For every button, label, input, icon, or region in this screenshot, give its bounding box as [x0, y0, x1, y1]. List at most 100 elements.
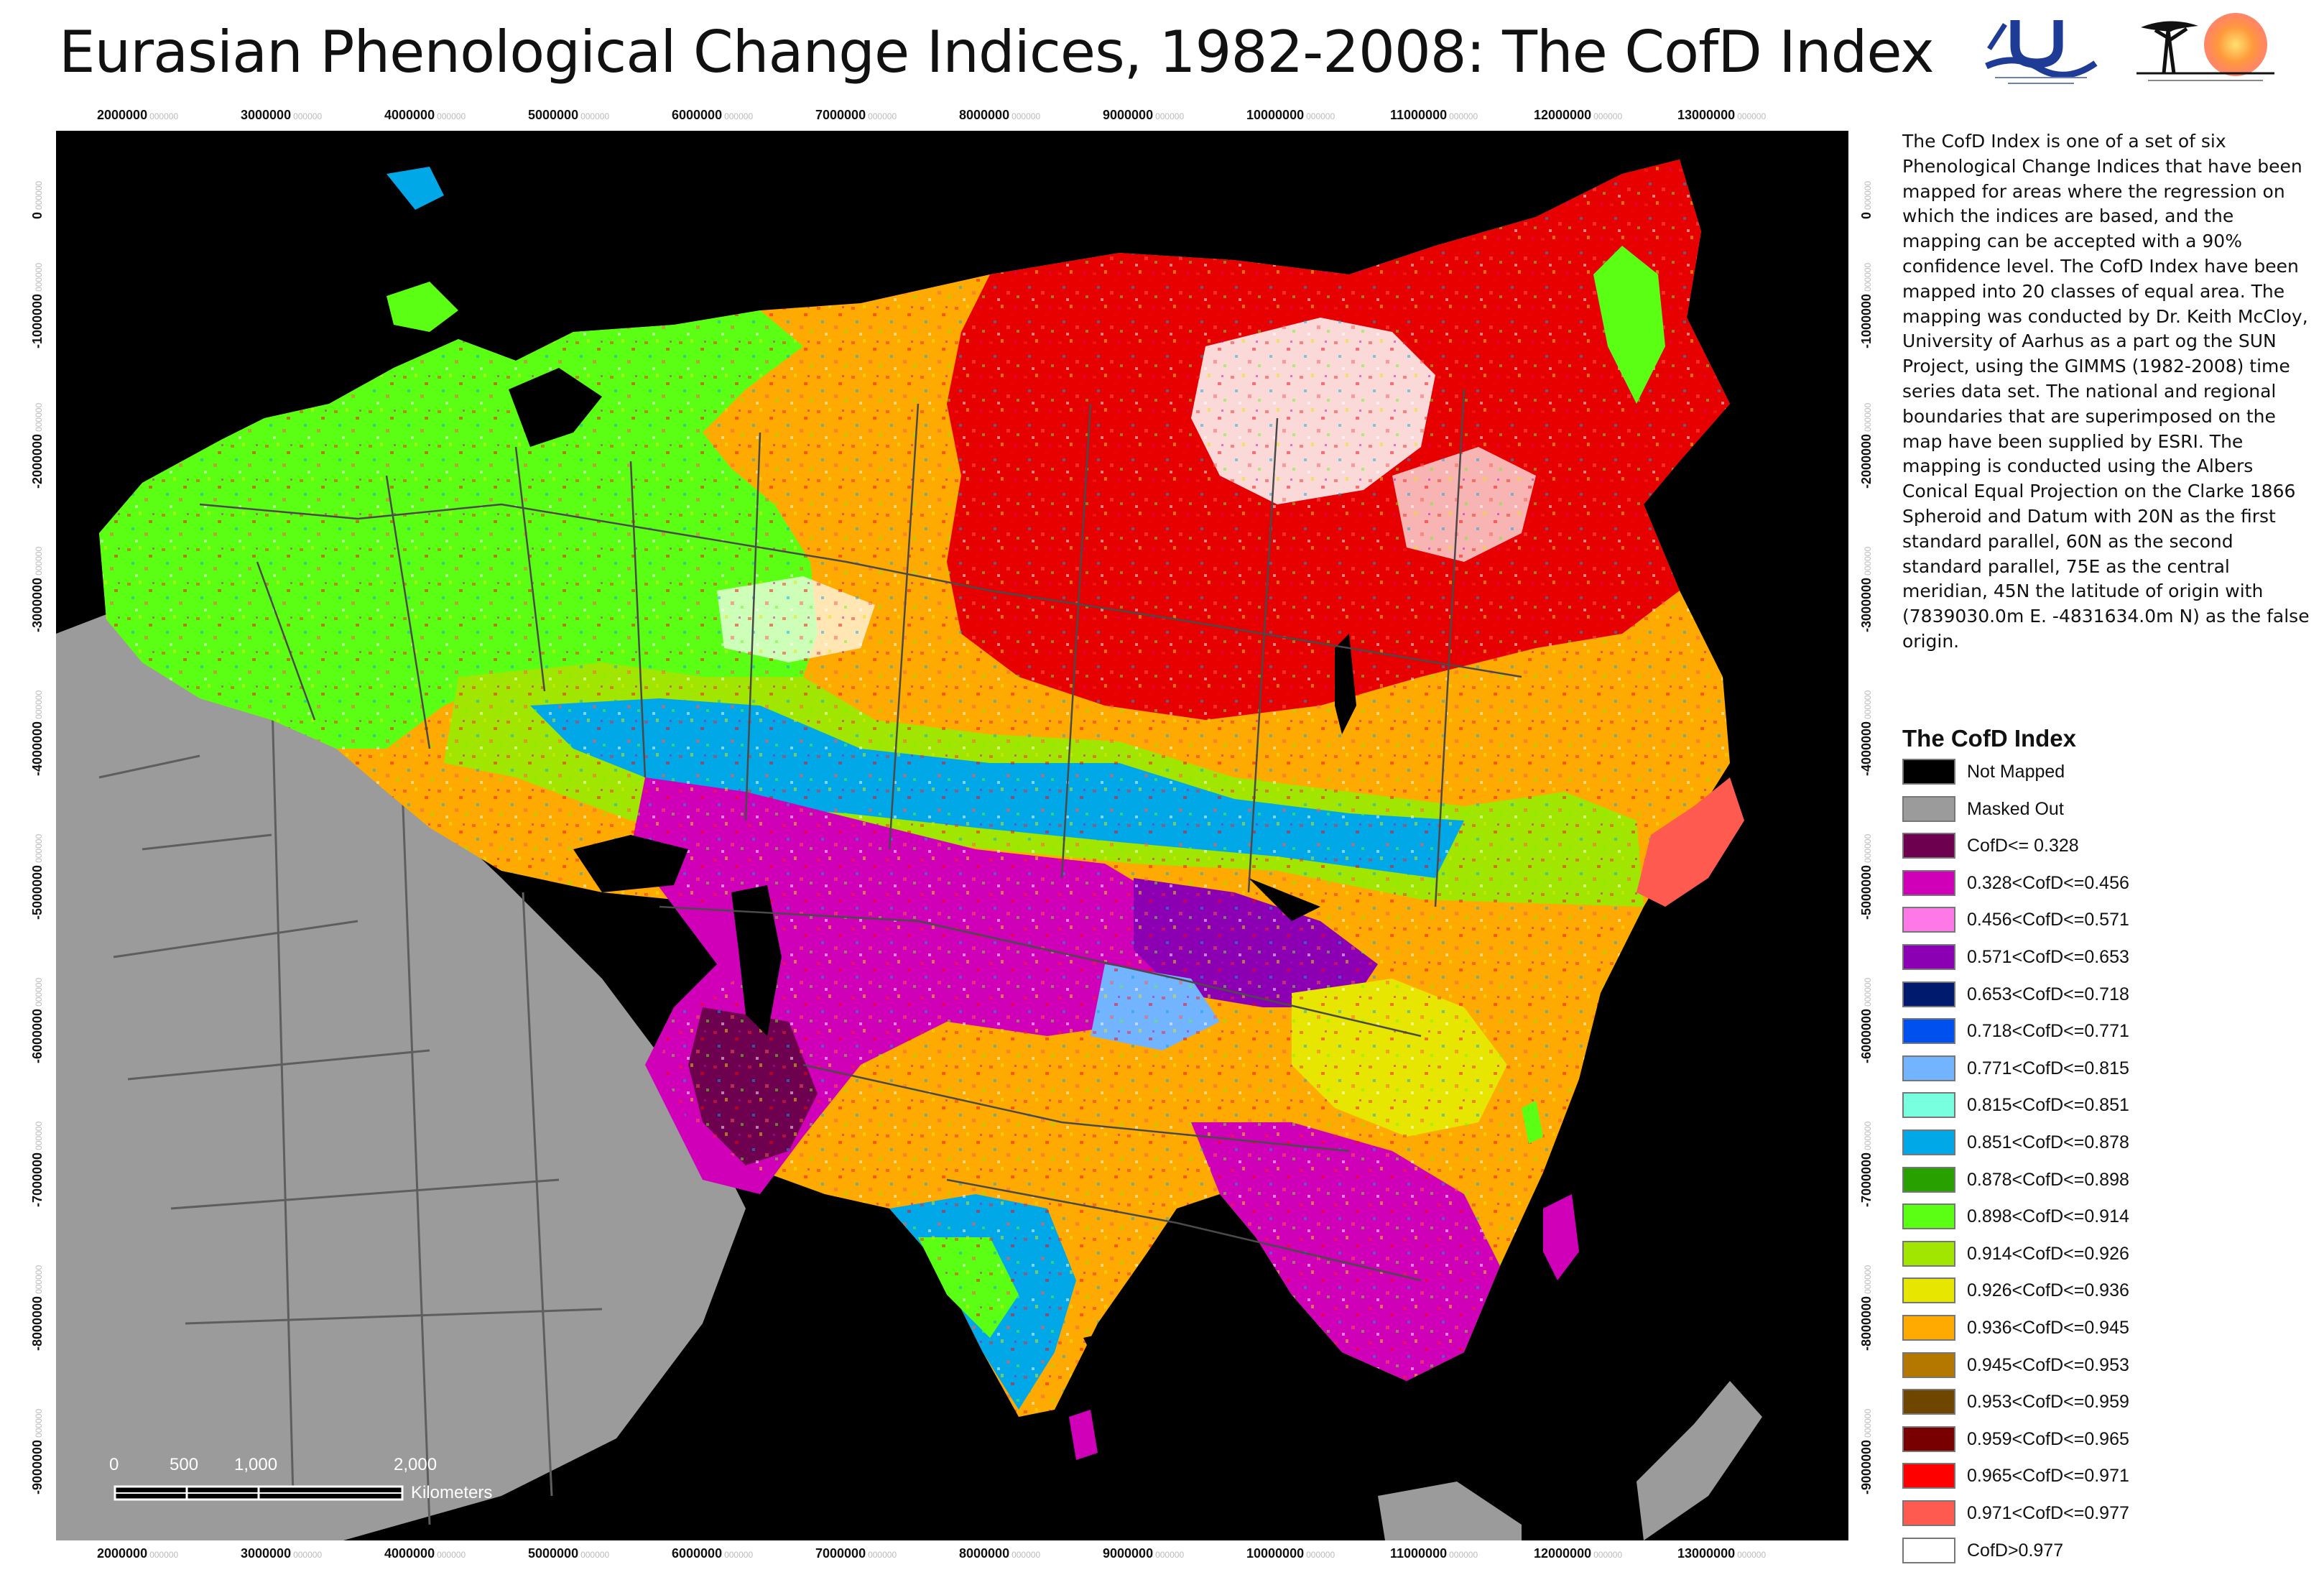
legend-swatch [1902, 944, 1955, 970]
x-tick-suffix: 000000 [149, 1550, 179, 1560]
x-tick-suffix: 000000 [149, 111, 179, 121]
aarhus-university-logo [1979, 13, 2101, 88]
x-tick-value: 3000000 [241, 108, 292, 122]
legend-item: CofD<= 0.328 [1902, 830, 2313, 861]
x-tick-value: 6000000 [672, 1546, 723, 1561]
legend-label: 0.959<CofD<=0.965 [1967, 1428, 2129, 1449]
legend-swatch [1902, 1203, 1955, 1230]
y-tick-label: -9000000000000 [1859, 1409, 1874, 1494]
x-tick-value: 3000000 [241, 1546, 292, 1561]
y-tick-suffix: 000000 [34, 1121, 44, 1150]
x-tick-value: 8000000 [959, 108, 1010, 122]
map-panel[interactable] [56, 131, 1848, 1540]
y-tick-label: -3000000000000 [1859, 547, 1874, 632]
legend-item: 0.971<CofD<=0.977 [1902, 1497, 2313, 1529]
legend-swatch [1902, 1018, 1955, 1045]
x-tick-label: 10000000 000000 [1246, 108, 1335, 123]
x-tick-suffix: 000000 [1011, 111, 1041, 121]
x-tick-value: 5000000 [528, 108, 579, 122]
legend-item: 0.328<CofD<=0.456 [1902, 867, 2313, 899]
legend-swatch [1902, 1166, 1955, 1193]
y-tick-label: -6000000000000 [30, 978, 45, 1063]
x-tick-suffix: 000000 [1306, 1550, 1335, 1560]
y-tick-value: -4000000 [30, 721, 45, 776]
y-tick-suffix: 000000 [34, 262, 44, 292]
legend-swatch [1902, 759, 1955, 785]
legend-swatch [1902, 1129, 1955, 1155]
y-tick-label: -8000000000000 [1859, 1265, 1874, 1351]
legend-label: 0.718<CofD<=0.771 [1967, 1021, 2129, 1042]
legend-swatch [1902, 1055, 1955, 1081]
x-tick-suffix: 000000 [580, 1550, 610, 1560]
y-tick-suffix: 000000 [34, 180, 44, 210]
x-tick-suffix: 000000 [580, 111, 610, 121]
x-tick-value: 7000000 [815, 1546, 866, 1561]
legend-item: 0.653<CofD<=0.718 [1902, 979, 2313, 1010]
legend-item: Not Mapped [1902, 756, 2313, 787]
masked-out-regions [56, 598, 1762, 1540]
x-tick-suffix: 000000 [1449, 111, 1478, 121]
x-tick-suffix: 000000 [724, 111, 754, 121]
y-tick-value: -9000000 [1859, 1439, 1874, 1494]
y-tick-suffix: 000000 [1863, 977, 1873, 1007]
sun-project-logo [2126, 9, 2284, 88]
legend-item: 0.815<CofD<=0.851 [1902, 1089, 2313, 1121]
y-tick-label: -2000000000000 [30, 403, 45, 489]
y-tick-label: -1000000000000 [30, 263, 45, 348]
y-tick-suffix: 000000 [1863, 546, 1873, 576]
legend-item: 0.936<CofD<=0.945 [1902, 1312, 2313, 1344]
legend-label: 0.965<CofD<=0.971 [1967, 1466, 2129, 1487]
y-tick-value: -7000000 [30, 1152, 45, 1207]
x-tick-label: 4000000 000000 [384, 108, 466, 123]
legend-item: 0.945<CofD<=0.953 [1902, 1349, 2313, 1381]
y-tick-value: -7000000 [1859, 1152, 1874, 1207]
islands [386, 167, 1744, 1460]
legend-label: Masked Out [1967, 798, 2064, 819]
scalebar-label-0: 0 [109, 1455, 119, 1474]
y-tick-suffix: 000000 [1863, 1265, 1873, 1294]
x-tick-value: 10000000 [1246, 108, 1305, 122]
y-tick-value: 0 [1859, 211, 1874, 219]
x-tick-label: 7000000 000000 [815, 108, 897, 123]
x-tick-suffix: 000000 [1737, 1550, 1767, 1560]
x-tick-label: 12000000 000000 [1534, 108, 1622, 123]
x-tick-label: 6000000 000000 [672, 108, 753, 123]
legend-swatch [1902, 981, 1955, 1007]
legend-swatch [1902, 1315, 1955, 1341]
legend-swatch [1902, 1389, 1955, 1415]
water-bodies [509, 368, 1356, 1395]
x-tick-suffix: 000000 [1011, 1550, 1041, 1560]
y-tick-suffix: 000000 [1863, 180, 1873, 210]
y-tick-value: -3000000 [30, 577, 45, 632]
x-tick-value: 2000000 [97, 108, 148, 122]
scalebar-label-500: 500 [170, 1455, 199, 1474]
legend-label: 0.898<CofD<=0.914 [1967, 1206, 2129, 1227]
legend-swatch [1902, 907, 1955, 933]
y-tick-value: -6000000 [30, 1008, 45, 1063]
legend-swatch [1902, 1240, 1955, 1267]
legend-swatch [1902, 1425, 1955, 1452]
legend-swatch [1902, 1537, 1955, 1563]
x-tick-label: 9000000 000000 [1103, 1546, 1184, 1561]
legend-swatch [1902, 1500, 1955, 1526]
y-tick-suffix: 000000 [1863, 1408, 1873, 1438]
y-tick-label: -9000000000000 [30, 1409, 45, 1494]
x-tick-label: 10000000 000000 [1246, 1546, 1335, 1561]
scalebar-label-1000: 1,000 [234, 1455, 278, 1474]
y-tick-value: -2000000 [1859, 433, 1874, 489]
legend-item: CofD>0.977 [1902, 1535, 2313, 1566]
scalebar-unit: Kilometers [411, 1483, 493, 1502]
y-tick-suffix: 000000 [1863, 402, 1873, 432]
acacia-tree-sun-emblem-icon [2136, 13, 2274, 81]
y-tick-label: -7000000 000000 [1859, 1122, 1874, 1207]
y-tick-suffix: 000000 [1863, 690, 1873, 719]
y-tick-suffix: 000000 [34, 977, 44, 1007]
scale-bar [114, 1485, 404, 1501]
y-tick-value: -2000000 [30, 433, 45, 489]
x-tick-value: 8000000 [959, 1546, 1010, 1561]
map-description: The CofD Index is one of a set of six Ph… [1902, 131, 2310, 652]
legend-swatch [1902, 833, 1955, 859]
x-tick-value: 4000000 [384, 108, 435, 122]
cofd-index-map[interactable] [56, 131, 1848, 1540]
x-tick-value: 9000000 [1103, 1546, 1154, 1561]
